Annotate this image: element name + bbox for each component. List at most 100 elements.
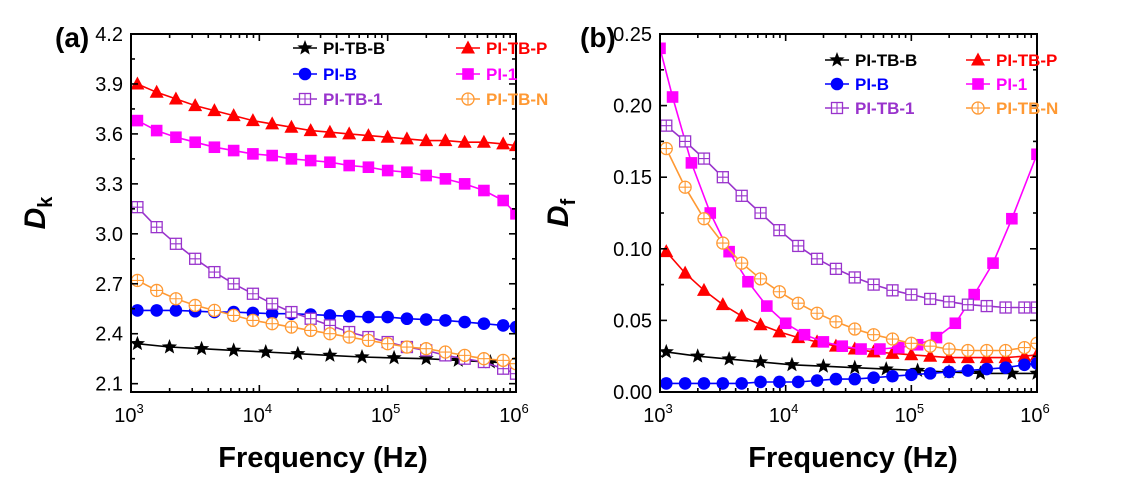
panel-label: (a) (55, 22, 89, 53)
data-point-pi-tb-n (678, 180, 692, 194)
data-point-pi-tb-1 (509, 367, 516, 380)
data-point-pi-tb-1 (208, 265, 221, 279)
y-tick-label: 2.1 (95, 374, 123, 396)
data-point-pi-1 (478, 184, 490, 197)
data-point-pi-1 (285, 153, 298, 165)
series-pi-tb-1 (660, 119, 1037, 314)
data-point-pi-tb-1 (924, 292, 937, 306)
data-point-pi-tb-b (226, 342, 242, 357)
y-tick-label: 3.9 (95, 74, 123, 96)
data-point-pi-b (942, 365, 956, 379)
data-point-pi-1 (401, 166, 413, 179)
data-point-pi-tb-1 (980, 299, 993, 313)
data-point-pi-1 (420, 169, 432, 182)
data-point-pi-tb-b (161, 339, 178, 354)
data-point-pi-1 (666, 91, 679, 103)
panel-a-chart: 2.1 2.4 2.7 3.0 3.3 3.6 3.9 4.2 103 104 105 106 Freq… (19, 22, 548, 474)
data-point-pi-tb-p (149, 84, 164, 98)
x-axis-label: Frequency (Hz) (218, 442, 427, 474)
data-point-pi-tb-p (496, 136, 511, 150)
legend-item-pi-tb-b: PI-TB-B (825, 51, 917, 70)
data-point-pi-b (400, 312, 414, 326)
data-point-pi-b (773, 375, 786, 389)
data-point-pi-tb-n (772, 285, 787, 299)
data-point-pi-tb-p (904, 347, 919, 361)
legend-label: PI-TB-B (323, 39, 385, 58)
data-point-pi-tb-n (265, 317, 279, 331)
data-point-pi-tb-n (923, 339, 937, 353)
data-point-pi-tb-n (885, 332, 900, 346)
data-point-pi-1 (742, 275, 754, 288)
data-point-pi-tb-b (131, 335, 146, 351)
legend-item-pi-tb-n: PI-TB-N (966, 99, 1058, 118)
legend-item-pi-tb-n: PI-TB-N (456, 90, 548, 109)
data-point-pi-tb-1 (660, 119, 673, 132)
x-tick-label: 103 (643, 401, 672, 427)
data-point-pi-tb-n (1030, 336, 1037, 350)
data-point-pi-1 (798, 328, 811, 341)
data-point-pi-1 (324, 156, 336, 169)
data-point-pi-tb-n (735, 256, 749, 270)
data-point-pi-tb-p (1017, 348, 1032, 362)
data-point-pi-tb-1 (716, 171, 729, 184)
panel-a-legend: PI-TB-B PI-TB-P PI-B PI-1 PI-TB-1 PI-TB-N (293, 39, 548, 109)
data-point-pi-tb-n (323, 327, 337, 341)
data-point-pi-1 (1006, 212, 1018, 225)
legend-marker-pi-tb-p (971, 52, 985, 66)
data-point-pi-tb-p (942, 350, 957, 364)
x-axis-label: Frequency (Hz) (748, 442, 957, 474)
data-point-pi-b (848, 372, 862, 386)
data-point-pi-tb-p (457, 134, 472, 148)
data-point-pi-tb-1 (246, 287, 260, 300)
panel-a-axes-frame (130, 33, 517, 393)
data-point-pi-tb-b (322, 347, 338, 362)
data-point-pi-tb-n (400, 340, 414, 354)
data-point-pi-tb-n (848, 322, 862, 336)
data-point-pi-tb-p (419, 133, 434, 147)
data-point-pi-tb-b (418, 350, 434, 366)
legend-label: PI-B (323, 65, 357, 84)
data-point-pi-tb-1 (867, 278, 880, 291)
data-point-pi-1 (779, 317, 792, 330)
data-point-pi-tb-b (815, 358, 831, 373)
data-point-pi-tb-p (168, 91, 183, 105)
data-point-pi-1 (150, 124, 163, 137)
y-axis-label: Df (542, 199, 580, 228)
data-point-pi-tb-n (304, 323, 318, 338)
data-point-pi-tb-1 (285, 305, 298, 319)
data-point-pi-tb-p (772, 324, 787, 338)
data-point-pi-1 (704, 207, 717, 219)
data-point-pi-tb-p (476, 134, 491, 148)
data-point-pi-tb-p (303, 123, 318, 137)
data-point-pi-tb-n (419, 342, 433, 356)
data-point-pi-tb-n (131, 273, 145, 288)
y-tick-label: 2.4 (95, 324, 123, 346)
data-point-pi-tb-p (734, 308, 749, 322)
x-tick-label: 104 (243, 401, 272, 427)
y-axis-label: Dk (19, 196, 57, 230)
data-point-pi-tb-1 (131, 201, 144, 214)
data-point-pi-1 (723, 245, 735, 258)
data-point-pi-tb-n (961, 343, 975, 358)
data-point-pi-b (1030, 357, 1037, 370)
data-point-pi-1 (685, 157, 698, 169)
x-tick-label: 104 (769, 401, 798, 427)
data-point-pi-1 (381, 164, 394, 177)
legend-marker-pi-tb-n (971, 101, 985, 115)
data-point-pi-b (716, 377, 730, 390)
data-point-pi-b (150, 304, 163, 317)
data-point-pi-1 (930, 331, 943, 344)
data-point-pi-tb-n (753, 272, 768, 286)
panel-b-plot-area (660, 42, 1037, 390)
legend-item-pi-tb-b: PI-TB-B (293, 39, 385, 58)
data-point-pi-tb-n (169, 292, 183, 306)
data-point-pi-tb-b (1029, 365, 1037, 380)
data-point-pi-tb-n (342, 330, 356, 344)
data-point-pi-b (458, 315, 471, 329)
x-tick-label: 105 (895, 401, 924, 427)
legend-marker-pi-1 (462, 68, 474, 80)
data-point-pi-1 (208, 141, 221, 154)
data-point-pi-b (477, 317, 491, 331)
legend-marker-pi-b (830, 77, 844, 91)
